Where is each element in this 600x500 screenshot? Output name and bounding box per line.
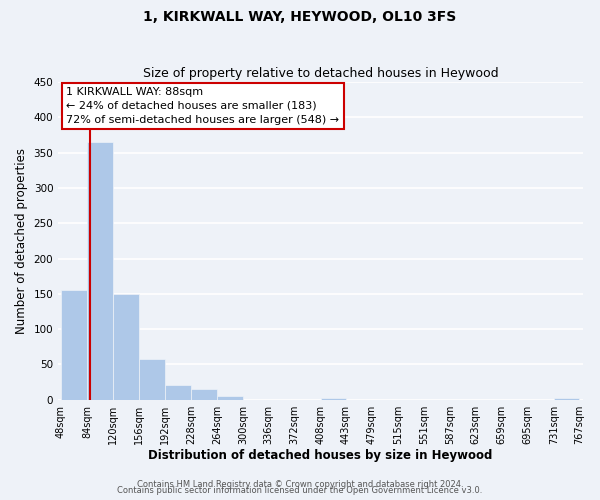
Text: Contains public sector information licensed under the Open Government Licence v3: Contains public sector information licen… bbox=[118, 486, 482, 495]
Text: 1, KIRKWALL WAY, HEYWOOD, OL10 3FS: 1, KIRKWALL WAY, HEYWOOD, OL10 3FS bbox=[143, 10, 457, 24]
Bar bbox=[554, 398, 580, 400]
Bar bbox=[139, 359, 164, 400]
Title: Size of property relative to detached houses in Heywood: Size of property relative to detached ho… bbox=[143, 66, 498, 80]
Bar bbox=[87, 142, 113, 400]
Text: 1 KIRKWALL WAY: 88sqm
← 24% of detached houses are smaller (183)
72% of semi-det: 1 KIRKWALL WAY: 88sqm ← 24% of detached … bbox=[66, 87, 339, 125]
Bar bbox=[61, 290, 87, 400]
Y-axis label: Number of detached properties: Number of detached properties bbox=[15, 148, 28, 334]
X-axis label: Distribution of detached houses by size in Heywood: Distribution of detached houses by size … bbox=[148, 450, 493, 462]
Bar bbox=[321, 398, 346, 400]
Text: Contains HM Land Registry data © Crown copyright and database right 2024.: Contains HM Land Registry data © Crown c… bbox=[137, 480, 463, 489]
Bar bbox=[217, 396, 242, 400]
Bar bbox=[191, 389, 217, 400]
Bar bbox=[165, 385, 191, 400]
Bar bbox=[113, 294, 139, 400]
